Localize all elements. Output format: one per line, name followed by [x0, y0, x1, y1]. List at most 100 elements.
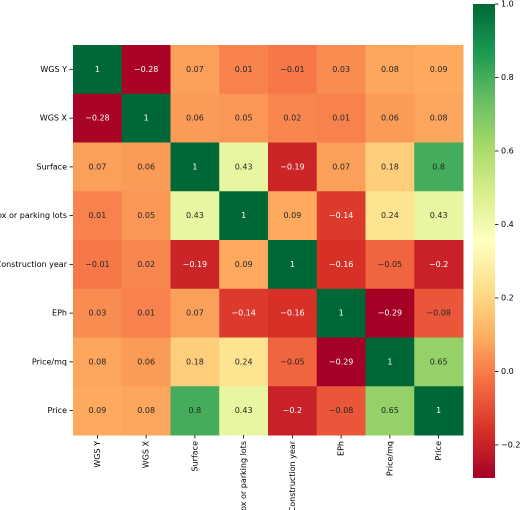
- y-tick-label: WGS Y: [40, 65, 67, 74]
- colorbar-tick-label: 0.4: [501, 220, 514, 229]
- cell-label: −0.16: [280, 309, 305, 318]
- cell-label: −0.14: [329, 211, 354, 220]
- cell-label: 0.43: [186, 211, 204, 220]
- heatmap-cell: [219, 93, 269, 143]
- heatmap-cell: [121, 240, 171, 290]
- cell-label: 1: [387, 357, 392, 366]
- cell-label: 0.09: [283, 211, 301, 220]
- heatmap-cell: [414, 240, 464, 290]
- heatmap-cell: [73, 45, 123, 95]
- heatmap-cell: [73, 142, 123, 192]
- cell-label: −0.05: [378, 260, 403, 269]
- x-tick-label: Price/mq: [385, 441, 394, 476]
- heatmap-cell: [414, 142, 464, 192]
- cell-label: 0.06: [381, 114, 399, 123]
- colorbar-tick-label: 0.8: [501, 73, 514, 82]
- heatmap-cell: [121, 337, 171, 387]
- cell-label: 0.18: [381, 162, 399, 171]
- heatmap-cell: [268, 386, 318, 436]
- heatmap-cell: [170, 288, 220, 338]
- cell-label: 0.43: [430, 211, 448, 220]
- cell-label: 0.01: [332, 114, 350, 123]
- heatmap-cell: [268, 142, 318, 192]
- heatmap-cell: [170, 191, 220, 241]
- colorbar-tick-label: −0.2: [501, 440, 520, 449]
- heatmap-cell: [414, 45, 464, 95]
- cell-label: 0.09: [235, 260, 253, 269]
- heatmap-cell: [219, 337, 269, 387]
- heatmap-cell: [121, 142, 171, 192]
- cell-label: −0.2: [429, 260, 448, 269]
- cell-label: 0.01: [137, 309, 155, 318]
- cell-label: −0.16: [329, 260, 354, 269]
- cell-label: −0.01: [85, 260, 110, 269]
- cell-label: 0.06: [137, 357, 155, 366]
- heatmap-cell: [414, 337, 464, 387]
- cell-label: 0.24: [381, 211, 399, 220]
- cell-label: −0.2: [283, 406, 302, 415]
- heatmap-cell: [316, 337, 366, 387]
- heatmap-cell: [73, 337, 123, 387]
- colorbar-tick-label: 1.0: [501, 0, 514, 9]
- heatmap-cell: [170, 386, 220, 436]
- heatmap-cell: [170, 240, 220, 290]
- heatmap-cell: [365, 337, 415, 387]
- cell-label: 0.01: [88, 211, 106, 220]
- cell-label: 0.08: [137, 406, 155, 415]
- heatmap-cell: [121, 191, 171, 241]
- cell-label: −0.14: [231, 309, 256, 318]
- heatmap-cell: [121, 288, 171, 338]
- cell-label: 1: [192, 162, 197, 171]
- x-tick-label: EPh: [337, 441, 346, 456]
- y-tick-label: Price/mq: [32, 357, 67, 366]
- cell-label: −0.29: [329, 357, 354, 366]
- heatmap-cell: [365, 142, 415, 192]
- x-tick-label: Price: [434, 441, 443, 461]
- y-tick-label: Price: [47, 406, 67, 415]
- cell-label: 0.02: [137, 260, 155, 269]
- heatmap-cell: [414, 191, 464, 241]
- cell-label: 0.06: [137, 162, 155, 171]
- cell-label: 1: [241, 211, 246, 220]
- heatmap-cell: [219, 288, 269, 338]
- colorbar-tick-label: 0.6: [501, 146, 514, 155]
- heatmap-cell: [316, 240, 366, 290]
- heatmap-cell: [73, 191, 123, 241]
- heatmap-cell: [316, 93, 366, 143]
- colorbar-tick-label: 0.0: [501, 367, 514, 376]
- cell-label: 0.8: [432, 162, 445, 171]
- heatmap-cell: [73, 93, 123, 143]
- cell-label: 0.08: [430, 114, 448, 123]
- cell-label: −0.08: [329, 406, 354, 415]
- heatmap-cell: [316, 45, 366, 95]
- heatmap-cell: [365, 288, 415, 338]
- heatmap-cell: [121, 45, 171, 95]
- cell-label: 0.02: [283, 114, 301, 123]
- cell-label: 0.18: [186, 357, 204, 366]
- heatmap-cell: [73, 288, 123, 338]
- x-tick-label: WGS Y: [93, 441, 102, 468]
- cell-label: 0.01: [235, 65, 253, 74]
- heatmap-cell: [268, 45, 318, 95]
- colorbar-tick-label: 0.2: [501, 293, 514, 302]
- heatmap-cell: [170, 142, 220, 192]
- cell-label: 1: [95, 65, 100, 74]
- x-tick-label: Box or parking lots: [239, 441, 248, 510]
- cell-label: 1: [339, 309, 344, 318]
- cell-label: 0.08: [88, 357, 106, 366]
- heatmap-cell: [268, 337, 318, 387]
- cell-label: 0.05: [137, 211, 155, 220]
- cell-label: 1: [436, 406, 441, 415]
- y-tick-label: EPh: [52, 309, 67, 318]
- colorbar: [473, 4, 495, 478]
- cell-label: −0.08: [426, 309, 451, 318]
- cell-label: −0.29: [378, 309, 403, 318]
- cell-label: 0.07: [186, 309, 204, 318]
- cell-label: −0.01: [280, 65, 305, 74]
- x-tick-label: WGS X: [142, 440, 151, 468]
- heatmap-cell: [414, 93, 464, 143]
- heatmap-cell: [170, 45, 220, 95]
- heatmap-cell: [219, 386, 269, 436]
- cell-label: 0.09: [88, 406, 106, 415]
